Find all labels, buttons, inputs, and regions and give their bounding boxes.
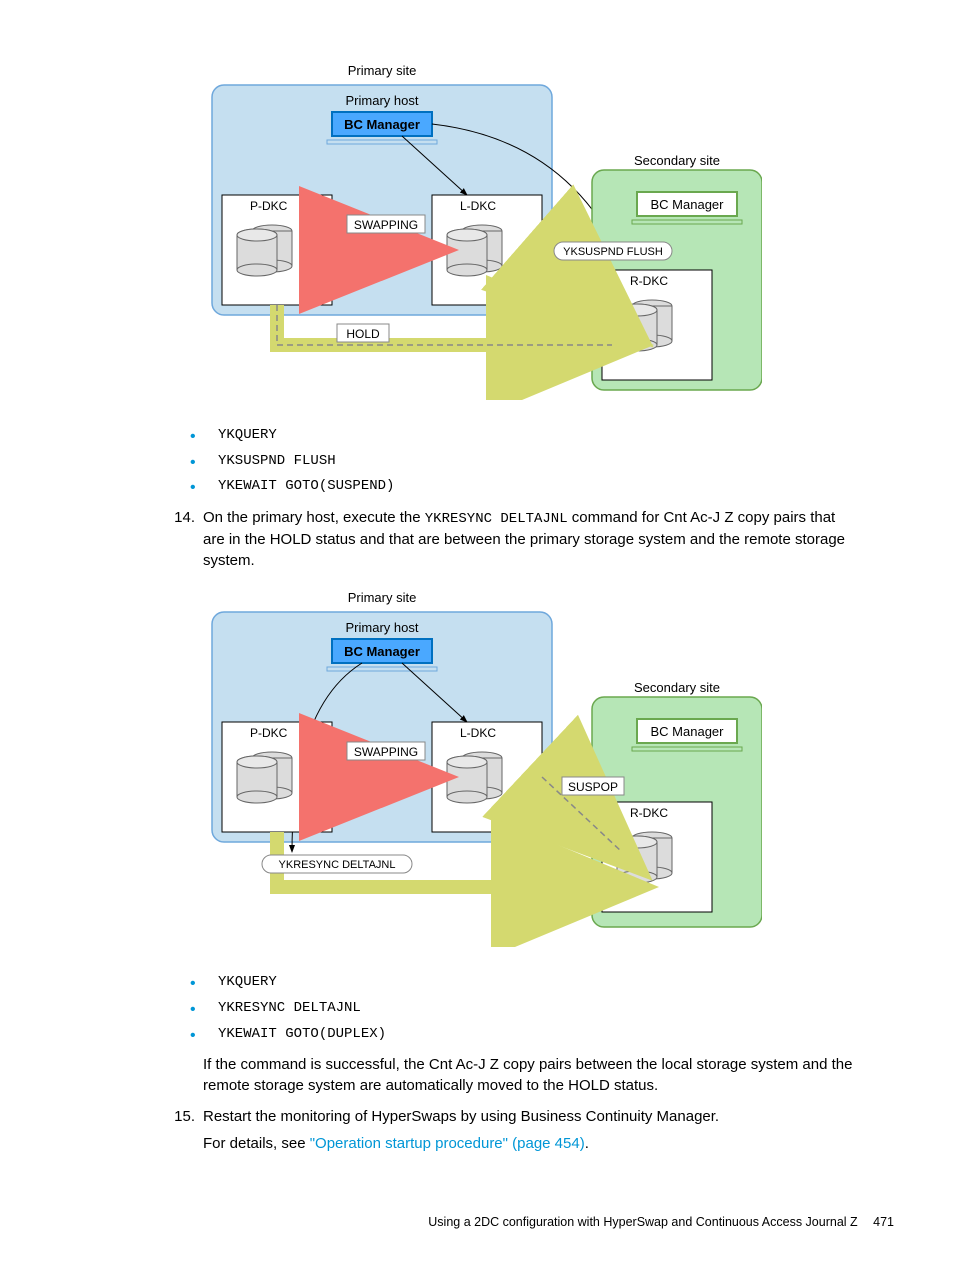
svg-text:L-DKC: L-DKC — [460, 199, 496, 213]
svg-text:BC Manager: BC Manager — [344, 644, 420, 659]
svg-text:SWAPPING: SWAPPING — [354, 745, 418, 759]
step-15: 15. Restart the monitoring of HyperSwaps… — [160, 1106, 894, 1160]
page-footer: Using a 2DC configuration with HyperSwap… — [428, 1214, 894, 1232]
list-item: YKEWAIT GOTO(SUSPEND) — [190, 477, 894, 497]
svg-text:HOLD: HOLD — [346, 327, 380, 341]
list-item: YKRESYNC DELTAJNL — [190, 999, 894, 1019]
svg-text:SWAPPING: SWAPPING — [354, 218, 418, 232]
footer-text: Using a 2DC configuration with HyperSwap… — [428, 1215, 857, 1229]
svg-text:Secondary site: Secondary site — [634, 153, 720, 168]
svg-text:Secondary site: Secondary site — [634, 680, 720, 695]
step14-text-a: On the primary host, execute the — [203, 509, 425, 526]
command-list-2: YKQUERY YKRESYNC DELTAJNL YKEWAIT GOTO(D… — [190, 973, 894, 1044]
svg-text:BC Manager: BC Manager — [651, 724, 725, 739]
svg-text:P-DKC: P-DKC — [250, 726, 288, 740]
step15-text: Restart the monitoring of HyperSwaps by … — [203, 1106, 854, 1127]
svg-text:Primary site: Primary site — [348, 63, 417, 78]
list-item: YKEWAIT GOTO(DUPLEX) — [190, 1025, 894, 1045]
svg-text:BC Manager: BC Manager — [651, 197, 725, 212]
svg-text:L-DKC: L-DKC — [460, 726, 496, 740]
svg-text:YKRESYNC DELTAJNL: YKRESYNC DELTAJNL — [279, 859, 396, 871]
diagram-1: Primary site Primary host BC Manager Sec… — [60, 60, 894, 406]
list-item: YKQUERY — [190, 973, 894, 993]
svg-text:R-DKC: R-DKC — [630, 806, 668, 820]
step-number: 15. — [160, 1106, 203, 1160]
svg-text:SUSPOP: SUSPOP — [568, 780, 618, 794]
svg-text:R-DKC: R-DKC — [630, 274, 668, 288]
step-number: 14. — [160, 507, 203, 578]
page-number: 471 — [873, 1215, 894, 1229]
svg-text:Primary site: Primary site — [348, 590, 417, 605]
step14-code: YKRESYNC DELTAJNL — [425, 511, 568, 527]
cross-reference-link[interactable]: "Operation startup procedure" (page 454) — [310, 1135, 585, 1152]
svg-text:BC Manager: BC Manager — [344, 117, 420, 132]
list-item: YKSUSPND FLUSH — [190, 452, 894, 472]
step15-text2b: . — [585, 1135, 589, 1152]
svg-text:P-DKC: P-DKC — [250, 199, 288, 213]
list-item: YKQUERY — [190, 426, 894, 446]
command-list-1: YKQUERY YKSUSPND FLUSH YKEWAIT GOTO(SUSP… — [190, 426, 894, 497]
svg-text:Primary host: Primary host — [346, 620, 419, 635]
step-14: 14. On the primary host, execute the YKR… — [160, 507, 894, 578]
svg-text:YKSUSPND FLUSH: YKSUSPND FLUSH — [563, 246, 663, 258]
diagram-2: Primary site Primary host BC Manager Sec… — [60, 587, 894, 953]
post-step14-para: If the command is successful, the Cnt Ac… — [203, 1054, 894, 1096]
step15-text2a: For details, see — [203, 1135, 310, 1152]
svg-text:Primary host: Primary host — [346, 93, 419, 108]
